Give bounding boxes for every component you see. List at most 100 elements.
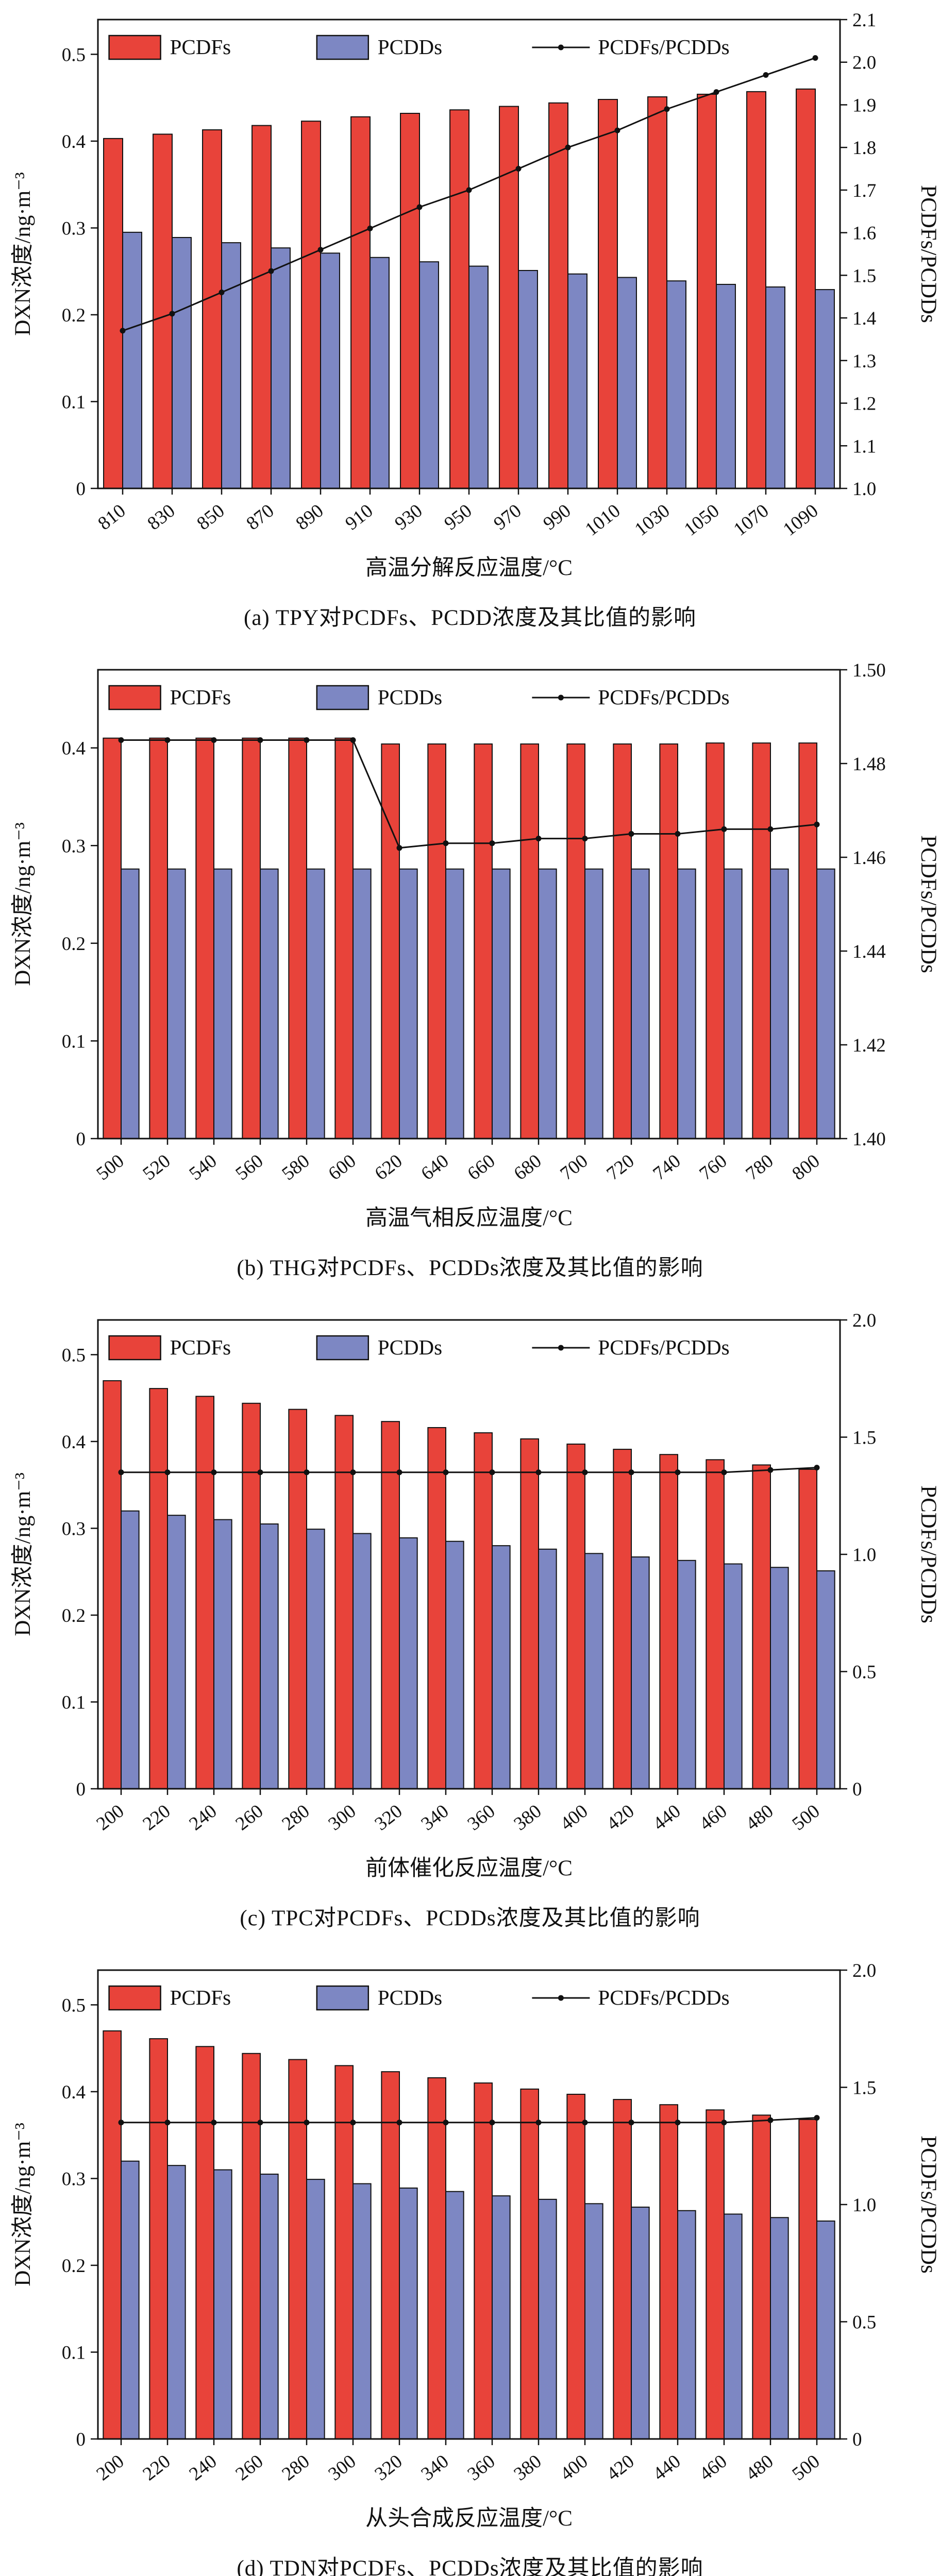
bar-pcdds bbox=[121, 868, 140, 1139]
bar-pcdds bbox=[538, 2198, 557, 2439]
bar-pcdfs bbox=[474, 2082, 493, 2439]
bar-pcdds bbox=[584, 2203, 603, 2439]
ratio-marker bbox=[118, 2120, 124, 2126]
legend-label-pcdds: PCDDs bbox=[378, 1335, 442, 1359]
chart-d-caption: (d) TDN对PCDFs、PCDDs浓度及其比值的影响 bbox=[237, 2556, 703, 2576]
bar-pcdds bbox=[399, 2187, 418, 2439]
ratio-marker bbox=[396, 845, 402, 851]
right-tick-label: 1.44 bbox=[852, 941, 886, 962]
legend-label-pcdfs: PCDFs bbox=[170, 685, 231, 709]
bar-pcdds bbox=[445, 868, 464, 1139]
left-tick-label: 0.5 bbox=[62, 1345, 86, 1366]
x-tick-label: 680 bbox=[510, 1150, 546, 1184]
right-tick-label: 1.7 bbox=[852, 180, 876, 201]
ratio-marker bbox=[664, 106, 670, 112]
x-tick-label: 240 bbox=[186, 2451, 221, 2485]
bar-pcdds bbox=[399, 1537, 418, 1789]
x-tick-label: 500 bbox=[788, 2451, 824, 2485]
bar-pcdfs bbox=[202, 129, 223, 489]
bar-pcdfs bbox=[697, 93, 717, 489]
bar-pcdds bbox=[213, 868, 232, 1139]
right-tick-label: 1.4 bbox=[852, 308, 876, 329]
ratio-marker bbox=[120, 328, 126, 334]
bar-pcdfs bbox=[520, 2088, 539, 2439]
x-tick-label: 1010 bbox=[581, 500, 625, 540]
bar-pcdds bbox=[815, 289, 835, 489]
bar-pcdds bbox=[399, 868, 418, 1139]
bar-pcdds bbox=[816, 1570, 835, 1789]
bar-pcdds bbox=[352, 1533, 372, 1789]
right-tick-label: 2.1 bbox=[852, 10, 876, 31]
x-tick-label: 800 bbox=[788, 1150, 824, 1184]
bar-pcdfs bbox=[381, 2071, 400, 2439]
bar-pcdfs bbox=[752, 2114, 771, 2440]
ratio-marker bbox=[582, 836, 588, 842]
bar-pcdds bbox=[167, 868, 186, 1139]
ratio-marker bbox=[763, 72, 769, 78]
ratio-marker bbox=[169, 311, 175, 317]
ratio-marker bbox=[396, 2120, 402, 2126]
x-tick-label: 300 bbox=[325, 2451, 360, 2485]
right-axis-title: PCDFs/PCDDs bbox=[916, 2136, 940, 2274]
bar-pcdfs bbox=[149, 2038, 169, 2439]
right-tick-label: 2.0 bbox=[852, 1310, 876, 1331]
x-tick-label: 240 bbox=[186, 1801, 221, 1835]
left-tick-label: 0 bbox=[76, 2429, 86, 2450]
left-tick-label: 0.5 bbox=[62, 1995, 86, 2016]
x-tick-label: 720 bbox=[603, 1150, 639, 1184]
ratio-marker bbox=[317, 247, 324, 253]
ratio-marker bbox=[304, 737, 310, 743]
x-tick-label: 280 bbox=[278, 2451, 314, 2485]
bar-pcdfs bbox=[103, 2030, 122, 2440]
bar-pcdfs bbox=[598, 99, 618, 489]
x-tick-label: 400 bbox=[557, 2451, 592, 2485]
bar-pcdds bbox=[631, 2207, 650, 2439]
x-tick-label: 340 bbox=[417, 1801, 453, 1835]
legend-label-ratio: PCDFs/PCDDs bbox=[598, 685, 729, 709]
ratio-marker bbox=[721, 2120, 727, 2126]
bar-pcdds bbox=[770, 2217, 789, 2439]
bar-pcdfs bbox=[706, 1459, 725, 1789]
ratio-marker bbox=[489, 840, 495, 846]
x-tick-label: 760 bbox=[696, 1150, 731, 1184]
ratio-marker bbox=[350, 737, 356, 743]
bar-pcdds bbox=[445, 1540, 464, 1789]
ratio-marker bbox=[628, 831, 634, 837]
right-tick-label: 0.5 bbox=[852, 1662, 876, 1683]
right-tick-label: 1.1 bbox=[852, 436, 876, 457]
right-tick-label: 1.8 bbox=[852, 138, 876, 159]
bar-pcdfs bbox=[520, 743, 539, 1140]
ratio-marker bbox=[515, 166, 522, 172]
right-tick-label: 1.5 bbox=[852, 1428, 876, 1449]
bar-pcdfs bbox=[381, 1421, 400, 1789]
x-tick-label: 340 bbox=[417, 2451, 453, 2485]
chart-b-plot: 0 0.1 0.2 0.3 0.4 1.40 1.42 1.44 1.46 1.48 1.50 500… bbox=[11, 660, 940, 1230]
right-tick-label: 1.0 bbox=[852, 1545, 876, 1566]
bar-pcdds bbox=[538, 868, 557, 1139]
x-tick-label: 460 bbox=[696, 2451, 731, 2485]
x-tick-label: 360 bbox=[464, 1801, 499, 1835]
ratio-marker bbox=[396, 1469, 402, 1476]
ratio-marker bbox=[721, 826, 727, 832]
ratio-marker bbox=[443, 2120, 449, 2126]
left-tick-label: 0.2 bbox=[62, 1605, 86, 1626]
chart-panel-b: 0 0.1 0.2 0.3 0.4 1.40 1.42 1.44 1.46 1.48 1.50 500… bbox=[0, 654, 940, 1304]
ratio-marker bbox=[164, 737, 171, 743]
x-tick-label: 780 bbox=[742, 1150, 778, 1184]
bar-pcdds bbox=[306, 2179, 325, 2439]
right-tick-label: 1.3 bbox=[852, 351, 876, 372]
left-axis-title: DXN浓度/ng·m⁻³ bbox=[11, 822, 35, 986]
bar-pcdfs bbox=[288, 737, 307, 1140]
ratio-marker bbox=[628, 1469, 634, 1476]
bar-pcdds bbox=[167, 2165, 186, 2439]
bar-pcdds bbox=[666, 280, 686, 489]
chart-c-caption: (c) TPC对PCDFs、PCDDs浓度及其比值的影响 bbox=[240, 1906, 700, 1930]
bar-pcdfs bbox=[301, 121, 321, 489]
x-tick-label: 200 bbox=[93, 1801, 128, 1835]
bar-pcdfs bbox=[798, 742, 817, 1139]
chart-b-caption: (b) THG对PCDFs、PCDDs浓度及其比值的影响 bbox=[237, 1256, 703, 1280]
right-tick-label: 1.42 bbox=[852, 1035, 886, 1056]
bar-pcdfs bbox=[103, 1380, 122, 1790]
ratio-line bbox=[121, 739, 817, 849]
ratio-marker bbox=[118, 737, 124, 743]
